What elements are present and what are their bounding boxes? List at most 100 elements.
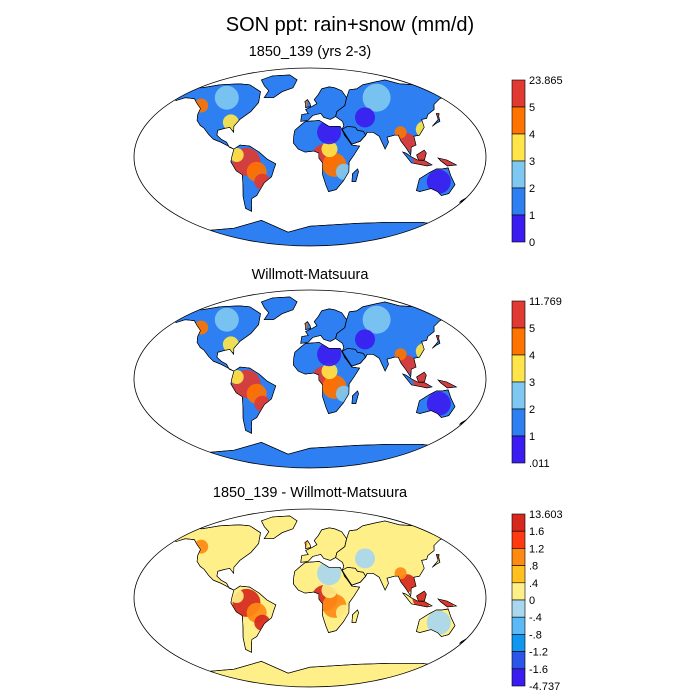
colorbar-3-label: 0: [529, 595, 535, 607]
colorbar-1-box: [511, 214, 526, 243]
colorbar-3-label: -4.737: [529, 681, 560, 693]
precip-cell: [362, 83, 391, 112]
colorbar-2-label: 3: [529, 377, 535, 389]
coastline: [335, 520, 454, 597]
coastline: [401, 592, 433, 608]
colorbar-3-label: 1.2: [529, 543, 544, 555]
coastline: [230, 585, 277, 653]
coastline: [168, 441, 450, 468]
precip-cell: [229, 370, 244, 384]
colorbar-1-label: 3: [529, 156, 535, 168]
colorbar-3-box: [511, 565, 526, 584]
precip-cell: [412, 147, 433, 167]
colorbar-2-label: .011: [529, 458, 550, 470]
colorbar-3-label: 13.603: [529, 509, 563, 521]
colorbar-1-box: [511, 160, 526, 189]
colorbar-2-label: 4: [529, 350, 535, 362]
coastline: [351, 609, 359, 623]
colorbar-2-box: [511, 327, 526, 356]
precip-cell: [428, 365, 441, 378]
colorbar-1-box: [511, 106, 526, 135]
colorbar-2-label: 11.769: [529, 296, 562, 308]
map-land-layer: [168, 515, 475, 687]
coastline: [341, 125, 367, 145]
precip-cell: [335, 385, 352, 402]
precip-cell: [214, 526, 239, 551]
colorbar-1-box: [511, 79, 526, 108]
coastline: [401, 373, 433, 389]
precip-cell: [214, 307, 239, 332]
panel-2-map: [133, 289, 487, 469]
coastline: [437, 598, 458, 608]
colorbar-1-label: 23.865: [529, 75, 563, 87]
colorbar-2-box: [511, 408, 526, 437]
coastline: [437, 379, 458, 389]
colorbar-3-box: [511, 634, 526, 652]
figure-title: SON ppt: rain+snow (mm/d): [225, 14, 475, 36]
precip-cell: [428, 143, 441, 156]
coastline: [293, 342, 361, 414]
colorbar-3-label: -.4: [529, 612, 542, 624]
colorbar-1-label: 0: [529, 237, 535, 249]
coastline: [300, 308, 347, 344]
panel-1-map: [133, 67, 487, 247]
map-frame: [133, 67, 487, 247]
precip-cell: [394, 126, 407, 139]
continent-antarctica: [168, 219, 450, 246]
precip-cell: [321, 363, 338, 380]
panel-1-colorbar: 23.865 5 4 3 2 1 0: [511, 75, 563, 249]
colorbar-3-box: [511, 513, 526, 532]
precip-cell: [321, 582, 338, 599]
colorbar-3-box: [511, 616, 526, 635]
coastline: [335, 79, 454, 156]
precip-cell: [194, 98, 209, 113]
coastline: [168, 219, 450, 246]
coastline: [416, 590, 427, 602]
precip-cell: [362, 305, 391, 334]
continent-antarctica: [168, 441, 450, 468]
coastline: [172, 305, 261, 372]
colorbar-3-label: 1.6: [529, 526, 544, 538]
precip-cell: [335, 604, 352, 621]
colorbar-3-label: -1.2: [529, 647, 548, 659]
coastline: [437, 157, 458, 167]
coastline: [172, 83, 261, 150]
precip-cell: [355, 107, 375, 128]
precip-cell: [412, 588, 433, 608]
precip-cell: [412, 369, 433, 389]
colorbar-2-label: 5: [529, 323, 535, 335]
colorbar-1-box: [511, 133, 526, 162]
panel-3-map: [133, 508, 487, 688]
coastline: [260, 296, 298, 320]
precip-cell: [355, 548, 375, 569]
precip-cell: [335, 163, 352, 180]
precip-cell: [428, 584, 441, 597]
coastline: [416, 371, 427, 383]
coastline: [351, 390, 359, 404]
coastline: [230, 144, 277, 212]
precip-cell: [394, 348, 407, 361]
colorbar-3-box: [511, 668, 526, 687]
precip-cell: [415, 343, 432, 360]
coastline: [304, 321, 312, 330]
precip-cell: [254, 614, 271, 631]
panel-3-subtitle: 1850_139 - Willmott-Matsuura: [212, 485, 408, 501]
panel-2-subtitle: Willmott-Matsuura: [251, 267, 369, 283]
colorbar-3-label: .8: [529, 561, 538, 573]
colorbar-3-label: .4: [529, 578, 538, 590]
colorbar-2-box: [511, 435, 526, 464]
colorbar-1-label: 1: [529, 210, 535, 222]
coastline: [416, 389, 456, 418]
colorbar-2-label: 2: [529, 404, 535, 416]
map-frame: [133, 289, 487, 469]
coastline: [432, 554, 441, 568]
precip-cell: [194, 539, 209, 554]
coastline: [304, 99, 312, 108]
precip-cell: [426, 169, 451, 194]
precip-cell: [317, 120, 342, 145]
colorbar-1-label: 2: [529, 183, 535, 195]
precip-cell: [434, 547, 447, 560]
colorbar-2-label: 1: [529, 431, 535, 443]
colorbar-3-label: -.8: [529, 629, 542, 641]
precip-cell: [362, 524, 391, 553]
